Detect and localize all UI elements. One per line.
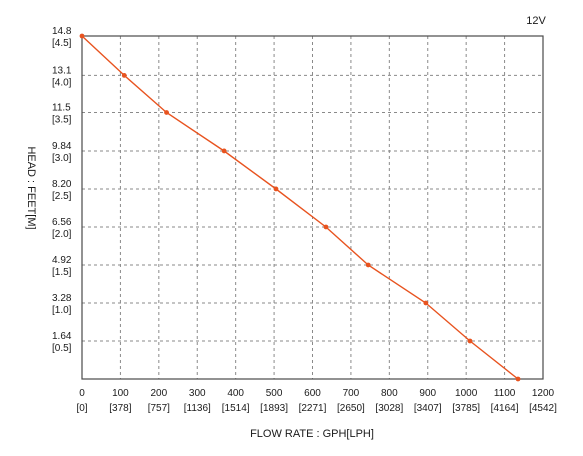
y-tick-label: 8.20 [52, 179, 72, 190]
x-tick-label: 900 [419, 388, 436, 399]
y-tick-sublabel: [2.5] [52, 191, 72, 202]
x-tick-sublabel: [0] [76, 403, 87, 414]
data-point [467, 338, 473, 344]
x-tick-label: 600 [304, 388, 321, 399]
data-point [79, 33, 85, 39]
x-tick-sublabel: [3785] [452, 403, 480, 414]
data-point [365, 262, 371, 268]
series-layer [79, 33, 521, 382]
y-tick-label: 4.92 [52, 255, 72, 266]
y-tick-label: 9.84 [52, 141, 72, 152]
x-tick-label: 100 [112, 388, 129, 399]
series-line [81, 35, 519, 380]
y-tick-sublabel: [1.0] [52, 305, 72, 316]
x-tick-sublabel: [4164] [491, 403, 519, 414]
y-axis-label: HEAD : FEET[M] [25, 146, 37, 229]
y-tick-sublabel: [3.5] [52, 114, 72, 125]
x-tick-label: 500 [266, 388, 283, 399]
data-point [423, 300, 429, 306]
y-tick-sublabel: [3.0] [52, 153, 72, 164]
x-tick-label: 1100 [494, 388, 516, 399]
x-tick-sublabel: [1893] [260, 403, 288, 414]
x-tick-label: 1200 [532, 388, 555, 399]
y-tick-sublabel: [4.5] [52, 38, 72, 49]
data-point [221, 148, 227, 154]
x-tick-label: 800 [381, 388, 398, 399]
data-point [515, 376, 521, 382]
x-tick-label: 0 [79, 388, 85, 399]
y-tick-sublabel: [1.5] [52, 267, 72, 278]
x-tick-sublabel: [3407] [414, 403, 442, 414]
x-tick-label: 1000 [455, 388, 478, 399]
x-tick-label: 300 [189, 388, 206, 399]
data-point [323, 224, 329, 230]
x-tick-sublabel: [378] [109, 403, 131, 414]
x-tick-label: 700 [343, 388, 360, 399]
data-point [273, 186, 279, 192]
x-tick-sublabel: [757] [148, 403, 170, 414]
x-tick-label: 200 [150, 388, 167, 399]
x-tick-sublabel: [1136] [184, 403, 211, 414]
y-tick-label: 3.28 [52, 293, 72, 304]
y-tick-label: 13.1 [52, 65, 72, 76]
y-tick-label: 11.5 [52, 102, 71, 113]
y-tick-label: 14.8 [52, 26, 72, 37]
y-tick-sublabel: [0.5] [52, 343, 72, 354]
y-tick-sublabel: [4.0] [52, 77, 72, 88]
chart-title: 12V [526, 15, 546, 27]
y-tick-label: 6.56 [52, 217, 72, 228]
x-tick-sublabel: [3028] [375, 403, 403, 414]
x-tick-sublabel: [1514] [222, 403, 250, 414]
x-tick-label: 400 [227, 388, 244, 399]
y-axis-ticks: 14.8[4.5] 13.1[4.0] 11.5[3.5] 9.84[3.0] 8.20… [52, 26, 72, 354]
x-tick-sublabel: [2271] [299, 403, 327, 414]
plot-frame [81, 35, 544, 380]
x-tick-sublabel: [2650] [337, 403, 365, 414]
x-axis-ticks: 0 [0] 100 [378] 200 [757] 300 [1136] 400 [1514] 50… [76, 388, 557, 414]
data-point [164, 110, 169, 115]
x-tick-sublabel: [4542] [529, 403, 557, 414]
grid-lines [82, 36, 543, 379]
x-axis-label: FLOW RATE : GPH[LPH] [250, 428, 374, 440]
y-tick-sublabel: [2.0] [52, 229, 72, 240]
y-tick-label: 1.64 [52, 331, 72, 342]
data-point [121, 72, 127, 78]
